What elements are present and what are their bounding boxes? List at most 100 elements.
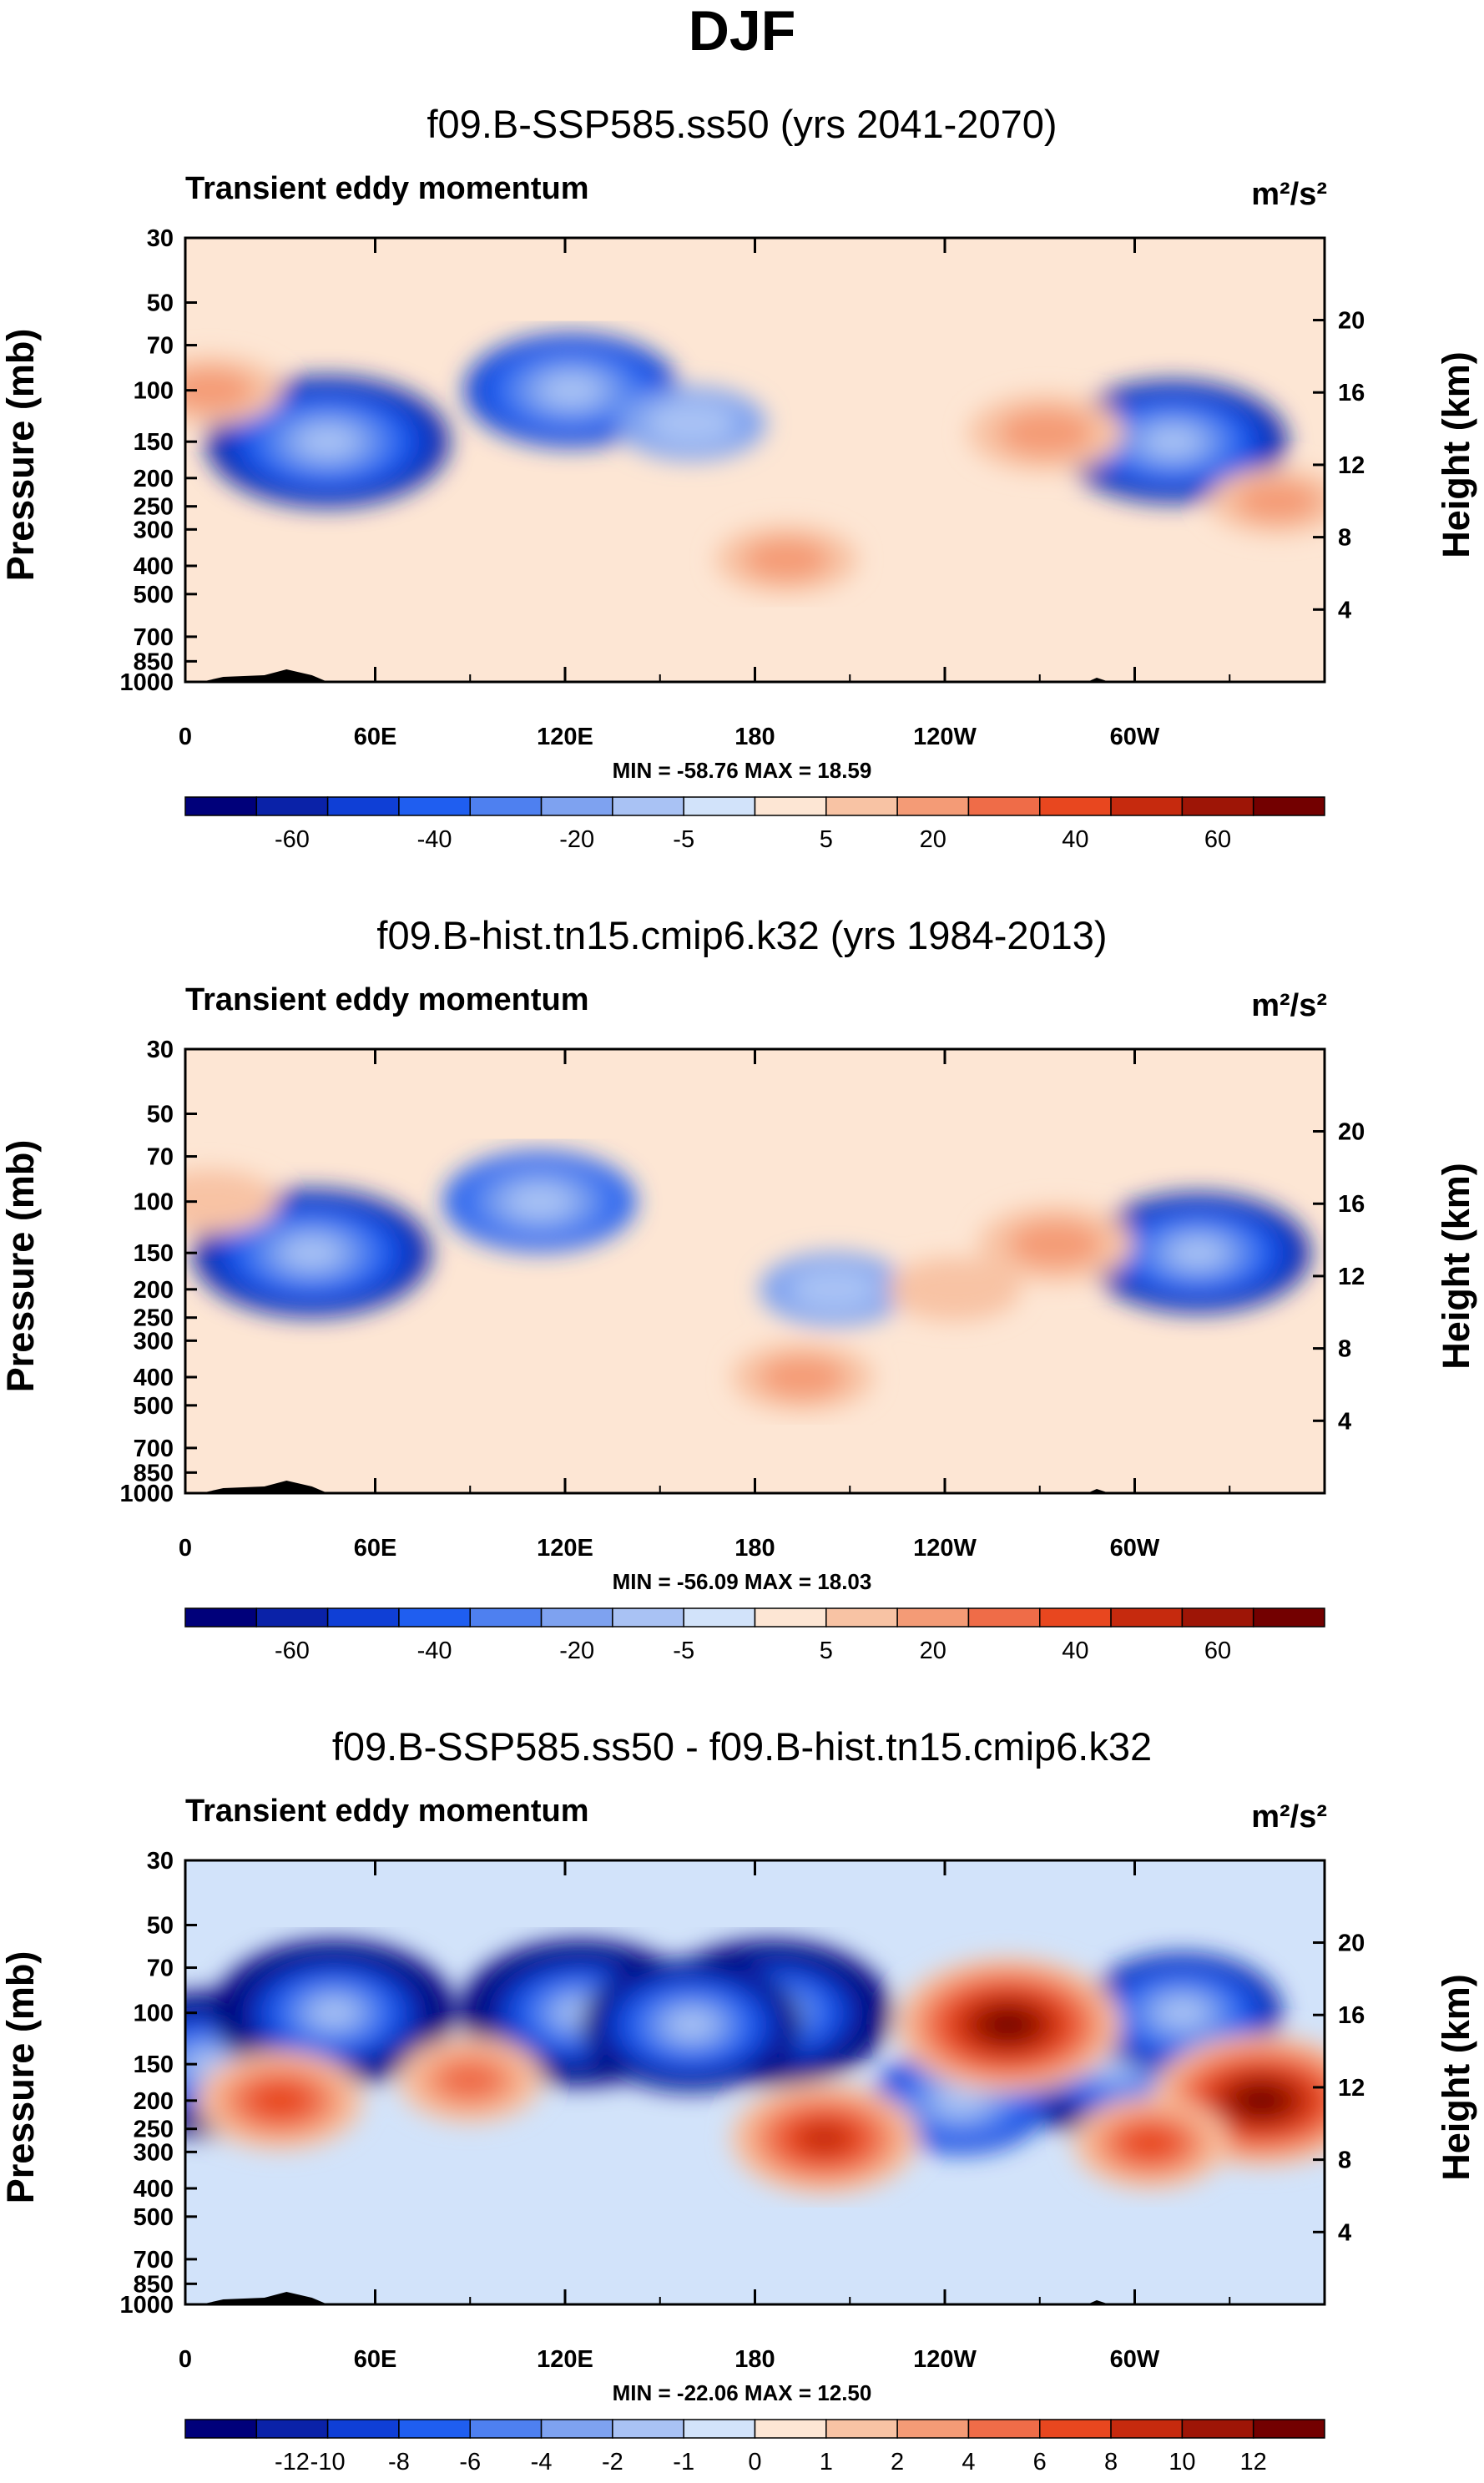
- y-tick-label: 850: [134, 2271, 174, 2298]
- x-tick-label: 60W: [1110, 1535, 1160, 1562]
- plot-area: [184, 1047, 1326, 1495]
- colorbar-swatch: [398, 796, 471, 816]
- contour-feature: [542, 375, 601, 406]
- x-tick-label: 0: [179, 2346, 192, 2373]
- colorbar-swatch: [754, 1607, 827, 1628]
- colorbar-swatch: [896, 1607, 970, 1628]
- x-tick-label: 120W: [913, 1535, 977, 1562]
- colorbar-label: -20: [559, 826, 594, 853]
- y-axis-right-title: Height (km): [1435, 351, 1477, 558]
- colorbar-swatch: [1181, 796, 1254, 816]
- y-tick-label: 250: [134, 1305, 174, 1332]
- colorbar-swatch: [255, 796, 329, 816]
- panel-title: f09.B-SSP585.ss50 - f09.B-hist.tn15.cmip…: [332, 1724, 1152, 1769]
- contour-feature: [507, 1184, 573, 1219]
- y-tick-label: 100: [134, 2001, 174, 2027]
- units-label: m²/s²: [1251, 988, 1327, 1023]
- x-tick-label: 120W: [913, 724, 977, 750]
- y-tick-label: 1000: [119, 669, 174, 696]
- min-max-stats: MIN = -56.09 MAX = 18.03: [613, 1569, 872, 1594]
- colorbar-swatch: [326, 1607, 400, 1628]
- colorbar-label: -5: [673, 1638, 694, 1664]
- x-tick-label: 60W: [1110, 2346, 1160, 2373]
- colorbar-swatch: [1110, 1607, 1184, 1628]
- x-tick-label: 60E: [354, 2346, 397, 2373]
- colorbar-swatch: [326, 2419, 400, 2439]
- colorbar-swatch: [184, 796, 258, 816]
- contour-feature: [985, 2011, 1031, 2039]
- colorbar-label: 4: [962, 2449, 975, 2475]
- topography-mask: [200, 2292, 328, 2304]
- contour-feature: [998, 409, 1093, 457]
- x-tick-label: 180: [734, 2346, 775, 2373]
- x-tick-label: 180: [734, 724, 775, 750]
- contour-feature: [799, 2122, 851, 2154]
- contour-feature: [438, 2062, 502, 2099]
- colorbar-label: 60: [1204, 826, 1231, 853]
- y-tick-label: 300: [134, 1328, 174, 1355]
- height-tick-label: 4: [1338, 2219, 1351, 2246]
- colorbar-swatch: [326, 796, 400, 816]
- y-tick-label: 100: [134, 1189, 174, 1216]
- colorbar-label: -60: [275, 826, 310, 853]
- contour-feature: [185, 369, 254, 411]
- y-tick-label: 100: [134, 378, 174, 405]
- height-tick-label: 20: [1338, 1119, 1365, 1146]
- height-tick-label: 16: [1338, 1191, 1365, 1218]
- colorbar-swatch: [1039, 2419, 1112, 2439]
- colorbar-label: 5: [820, 1638, 833, 1664]
- x-tick-label: 0: [179, 1535, 192, 1562]
- height-tick-label: 4: [1338, 1408, 1351, 1435]
- contour-feature: [789, 1267, 879, 1312]
- y-tick-label: 700: [134, 1436, 174, 1462]
- contour-feature: [1235, 481, 1319, 522]
- contour-feature: [1008, 1221, 1103, 1268]
- plot-area: [184, 236, 1326, 684]
- y-tick-label: 50: [147, 290, 174, 317]
- colorbar-label: 10: [1169, 2449, 1195, 2475]
- y-tick-label: 850: [134, 1460, 174, 1486]
- panel-label: Transient eddy momentum: [185, 1794, 589, 1829]
- colorbar-swatch: [1039, 1607, 1112, 1628]
- contour-feature: [669, 2011, 714, 2038]
- colorbar-swatch: [754, 2419, 827, 2439]
- x-axis-ticks: 0 60E 120E 180 120W 60W: [179, 238, 1231, 750]
- contour-feature: [185, 1169, 278, 1234]
- colorbar-swatch: [825, 1607, 898, 1628]
- topography-mask: [200, 1481, 328, 1493]
- colorbar-label: 5: [820, 826, 833, 853]
- contour-feature: [1172, 1239, 1224, 1267]
- height-tick-label: 8: [1338, 525, 1351, 552]
- colorbar-label: 2: [891, 2449, 904, 2475]
- y-tick-label: 50: [147, 1102, 174, 1128]
- y-axis-title: Pressure (mb): [0, 329, 42, 582]
- colorbar-swatch: [683, 2419, 756, 2439]
- min-max-stats: MIN = -58.76 MAX = 18.59: [613, 758, 872, 783]
- plot-area: [184, 1859, 1326, 2306]
- colorbar-swatch: [683, 796, 756, 816]
- height-tick-label: 12: [1338, 452, 1365, 479]
- colorbar-label: -1: [673, 2449, 694, 2475]
- colorbar-label: -40: [417, 1638, 452, 1664]
- y-axis-right-title: Height (km): [1435, 1974, 1477, 2181]
- colorbar-swatch: [896, 2419, 970, 2439]
- colorbar-label: 20: [920, 826, 946, 853]
- colorbar-swatch: [255, 2419, 329, 2439]
- y-tick-label: 500: [134, 2204, 174, 2231]
- y-tick-label: 150: [134, 2052, 174, 2078]
- y-tick-label: 300: [134, 517, 174, 543]
- contour-feature: [1158, 1999, 1205, 2027]
- panel-label: Transient eddy momentum: [185, 982, 589, 1017]
- contour-feature: [744, 538, 830, 581]
- colorbar-swatch: [469, 2419, 543, 2439]
- colorbar-swatch: [612, 1607, 684, 1628]
- colorbar-label: -5: [673, 826, 694, 853]
- height-axis-ticks: 20 16 12 8 4: [1313, 1119, 1365, 1435]
- colorbar-swatch: [540, 1607, 613, 1628]
- contour-feature: [936, 2086, 985, 2116]
- colorbar-label: -60: [275, 1638, 310, 1664]
- colorbar-swatch: [825, 796, 898, 816]
